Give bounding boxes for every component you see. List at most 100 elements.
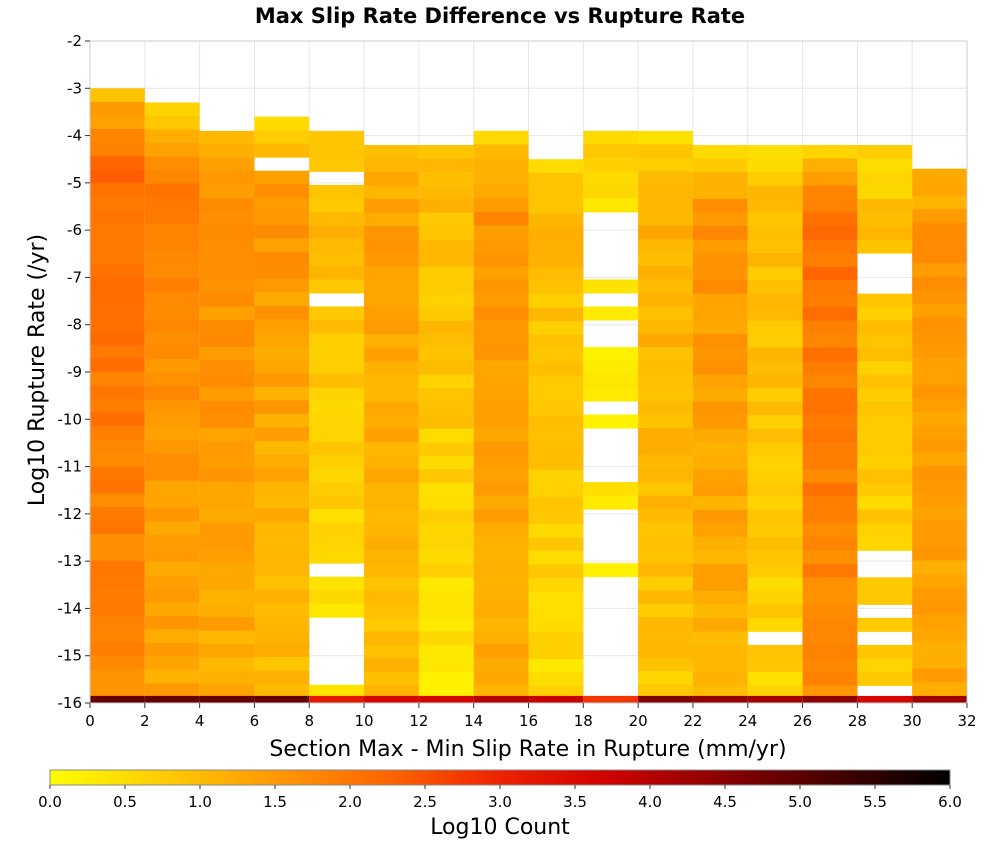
heatmap-cell bbox=[857, 347, 913, 362]
heatmap-cell bbox=[473, 509, 529, 524]
heatmap-cell bbox=[199, 549, 255, 564]
heatmap-cell bbox=[418, 455, 474, 470]
heatmap-cell bbox=[692, 320, 748, 335]
heatmap-cell bbox=[418, 266, 474, 281]
heatmap-cell bbox=[418, 239, 474, 254]
heatmap-cell bbox=[857, 577, 913, 592]
heatmap-cell bbox=[309, 130, 365, 145]
heatmap-cell bbox=[90, 344, 145, 359]
y-tick-label: -8 bbox=[67, 316, 82, 334]
heatmap-cell bbox=[857, 644, 913, 659]
heatmap-cell bbox=[90, 182, 145, 197]
heatmap-cell bbox=[144, 656, 200, 671]
heatmap-cell bbox=[364, 334, 419, 349]
heatmap-cell bbox=[364, 401, 419, 416]
colorbar-tick-label: 1.5 bbox=[263, 793, 287, 811]
heatmap-cell bbox=[747, 577, 803, 592]
heatmap-cell bbox=[364, 253, 419, 268]
heatmap-cell bbox=[528, 456, 584, 471]
heatmap-cell bbox=[528, 429, 584, 444]
heatmap-cell bbox=[692, 442, 748, 457]
heatmap-cell bbox=[638, 455, 693, 470]
heatmap-cell bbox=[144, 305, 200, 320]
heatmap-cell bbox=[583, 374, 639, 389]
heatmap-cell bbox=[747, 550, 803, 565]
y-axis-label: Log10 Rupture Rate (/yr) bbox=[25, 234, 50, 506]
heatmap-cell bbox=[473, 441, 529, 456]
heatmap-cell bbox=[199, 319, 255, 334]
heatmap-cell bbox=[254, 170, 310, 185]
heatmap-cell bbox=[144, 534, 200, 549]
heatmap-cell bbox=[692, 550, 748, 565]
y-tick-label: -9 bbox=[67, 363, 82, 381]
heatmap-cell bbox=[309, 603, 365, 618]
heatmap-cell bbox=[638, 590, 693, 605]
x-tick-label: 12 bbox=[409, 712, 428, 730]
heatmap-cell bbox=[144, 170, 200, 185]
heatmap-cell bbox=[90, 493, 145, 508]
heatmap-cell bbox=[747, 374, 803, 389]
heatmap-cell bbox=[364, 455, 419, 470]
heatmap-cell bbox=[254, 251, 310, 266]
heatmap-cell bbox=[90, 331, 145, 346]
heatmap-cell bbox=[692, 374, 748, 389]
heatmap-cell bbox=[364, 307, 419, 322]
heatmap-cell bbox=[144, 210, 200, 225]
heatmap-cell bbox=[254, 454, 310, 469]
heatmap-cell bbox=[199, 617, 255, 632]
heatmap-cell bbox=[90, 290, 145, 305]
heatmap-cell bbox=[254, 332, 310, 347]
heatmap-cell bbox=[802, 158, 858, 173]
heatmap-cell bbox=[364, 685, 419, 697]
heatmap-cell bbox=[199, 495, 255, 510]
heatmap-cell bbox=[802, 590, 858, 605]
heatmap-cell bbox=[473, 157, 529, 172]
heatmap-cell bbox=[912, 465, 967, 480]
heatmap-cell bbox=[802, 671, 858, 686]
heatmap-cell bbox=[418, 671, 474, 686]
heatmap-cell bbox=[692, 617, 748, 632]
heatmap-cell bbox=[254, 197, 310, 212]
heatmap-cell bbox=[473, 671, 529, 686]
heatmap-cell bbox=[528, 537, 584, 552]
heatmap-cell bbox=[857, 617, 913, 632]
heatmap-cell bbox=[254, 616, 310, 631]
heatmap-cell bbox=[90, 128, 145, 143]
heatmap-cell bbox=[90, 682, 145, 697]
heatmap-cell bbox=[747, 172, 803, 187]
heatmap-cell bbox=[528, 172, 584, 187]
heatmap-cell bbox=[254, 359, 310, 374]
x-tick-label: 4 bbox=[195, 712, 205, 730]
heatmap-cell bbox=[857, 671, 913, 686]
colorbar-tick-label: 3.0 bbox=[488, 793, 512, 811]
heatmap-cell bbox=[747, 401, 803, 416]
heatmap-cell bbox=[747, 617, 803, 632]
heatmap-cell bbox=[692, 469, 748, 484]
heatmap-cell bbox=[309, 387, 365, 402]
heatmap-cell bbox=[309, 279, 365, 294]
heatmap-cell bbox=[418, 199, 474, 214]
heatmap-cell bbox=[912, 546, 967, 561]
heatmap-cell bbox=[528, 415, 584, 430]
heatmap-cell bbox=[254, 130, 310, 145]
heatmap-cell bbox=[90, 534, 145, 549]
heatmap-cell bbox=[90, 209, 145, 224]
heatmap-cell bbox=[418, 563, 474, 578]
heatmap-cell bbox=[802, 455, 858, 470]
colorbar-tick-label: 5.0 bbox=[788, 793, 812, 811]
heatmap-cell bbox=[254, 494, 310, 509]
heatmap-cell bbox=[638, 644, 693, 659]
heatmap-cell bbox=[583, 346, 639, 362]
heatmap-cell bbox=[528, 334, 584, 349]
heatmap-cell bbox=[364, 415, 419, 430]
heatmap-cell bbox=[638, 657, 693, 672]
heatmap-cell bbox=[528, 280, 584, 295]
heatmap-cell bbox=[254, 684, 310, 697]
heatmap-cell bbox=[144, 467, 200, 482]
heatmap-cell bbox=[692, 536, 748, 551]
heatmap-cell bbox=[912, 627, 967, 643]
heatmap-cell bbox=[912, 236, 967, 251]
heatmap-cell bbox=[309, 522, 365, 537]
heatmap-cell bbox=[747, 388, 803, 403]
heatmap-cell bbox=[912, 317, 967, 332]
